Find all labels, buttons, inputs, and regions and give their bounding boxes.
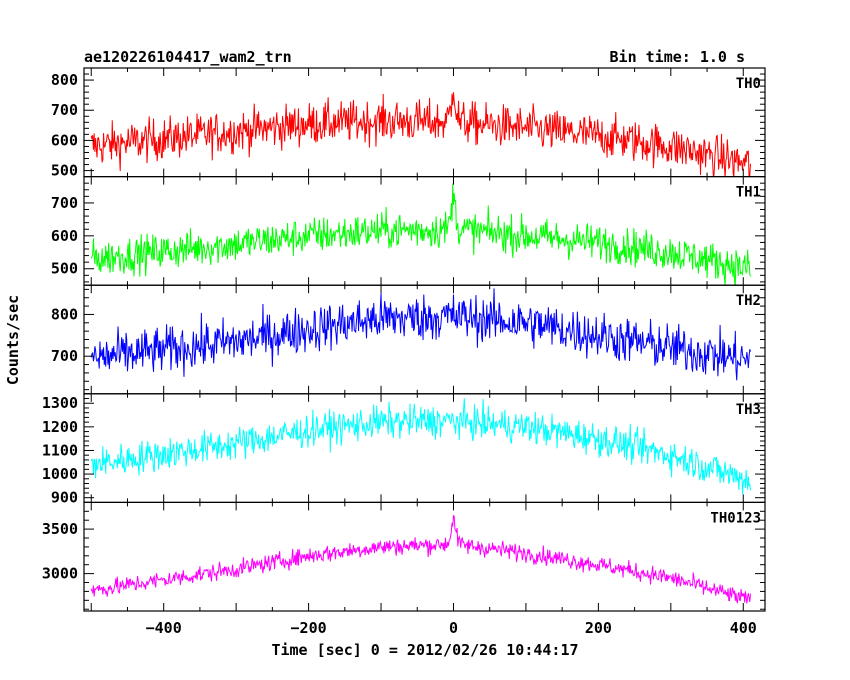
y-tick-label: 700 xyxy=(51,194,78,212)
series-th0123 xyxy=(90,514,752,604)
panel-label: TH0 xyxy=(736,76,761,92)
panels-group: 500 600 700 800 TH0 500 600 700 TH1 700 800 TH2 900 1… xyxy=(42,67,766,637)
chart-subtitle: Bin time: 1.0 s xyxy=(610,48,745,66)
x-tick-label: −400 xyxy=(146,619,182,637)
panel-label: TH1 xyxy=(736,185,761,201)
y-tick-label: 700 xyxy=(51,347,78,365)
series-th2 xyxy=(90,288,751,381)
y-tick-label: 800 xyxy=(51,305,78,323)
y-tick-label: 1100 xyxy=(42,441,78,459)
y-tick-label: 1000 xyxy=(42,465,78,483)
panel-label: TH3 xyxy=(736,402,761,418)
y-tick-label: 500 xyxy=(51,162,78,180)
panel-label: TH0123 xyxy=(710,510,761,526)
x-tick-label: 200 xyxy=(585,619,612,637)
y-tick-label: 800 xyxy=(51,71,78,89)
series-th0 xyxy=(90,92,752,177)
y-tick-label: 700 xyxy=(51,101,78,119)
y-tick-label: 500 xyxy=(51,260,78,278)
y-tick-label: 600 xyxy=(51,227,78,245)
y-tick-label: 1200 xyxy=(42,418,78,436)
y-tick-label: 600 xyxy=(51,131,78,149)
x-tick-label: 0 xyxy=(449,619,458,637)
x-axis-label: Time [sec] 0 = 2012/02/26 10:44:17 xyxy=(271,641,578,659)
y-tick-label: 3500 xyxy=(42,520,78,538)
panel-th2: 700 800 TH2 xyxy=(51,284,766,395)
series-th3 xyxy=(90,398,752,495)
panel-label: TH2 xyxy=(736,293,761,309)
y-tick-label: 900 xyxy=(51,489,78,507)
panel-frame xyxy=(83,67,766,178)
panel-th3: 900 1000 1100 1200 1300 TH3 xyxy=(42,393,766,507)
y-tick-label: 3000 xyxy=(42,565,78,583)
series-th1 xyxy=(90,183,751,286)
x-tick-label: 400 xyxy=(730,619,757,637)
x-tick-label: −200 xyxy=(291,619,327,637)
panel-th0123: 3000 3500 TH0123 xyxy=(42,501,766,612)
y-tick-label: 1300 xyxy=(42,394,78,412)
y-axis-label: Counts/sec xyxy=(4,295,22,385)
panel-th1: 500 600 700 TH1 xyxy=(51,176,766,286)
panel-th0: 500 600 700 800 TH0 xyxy=(51,67,766,180)
panel-frame xyxy=(83,501,766,612)
chart-title: ae120226104417_wam2_trn xyxy=(84,48,292,66)
